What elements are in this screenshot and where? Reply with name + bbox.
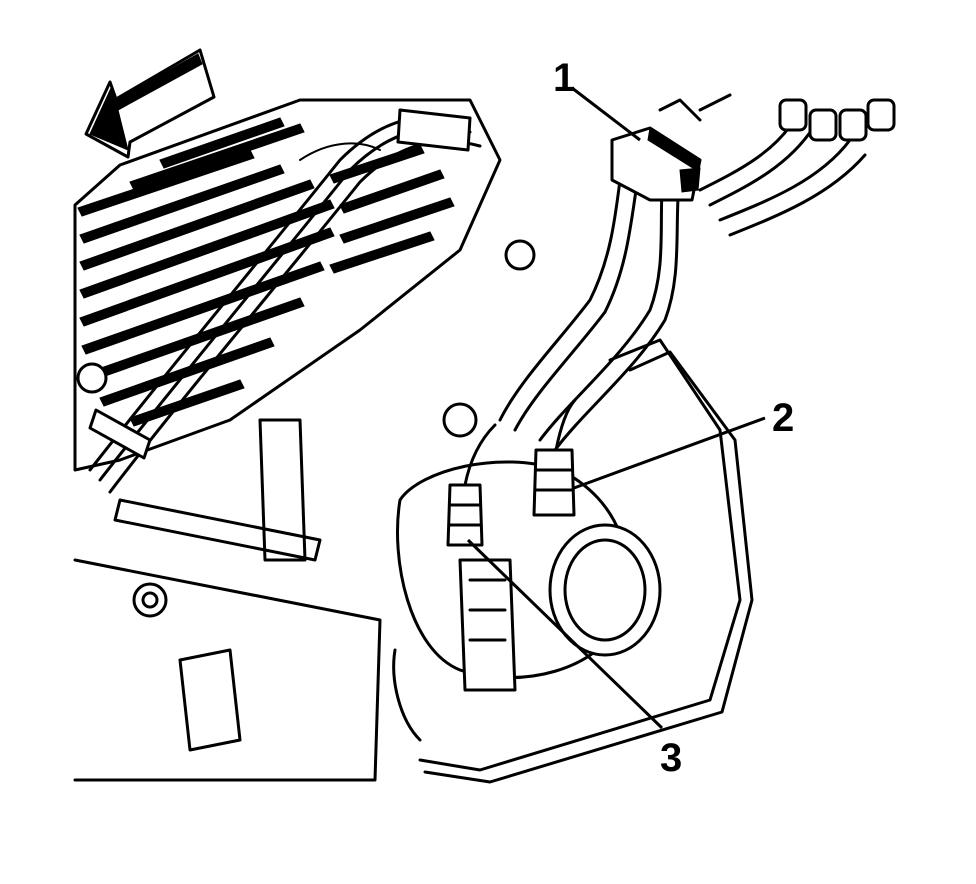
leader-line-1 (572, 88, 640, 140)
front-direction-arrow (86, 50, 214, 157)
fuel-line-quick-connector (612, 128, 700, 200)
intake-manifold-cover (75, 100, 500, 470)
callout-3-label: 3 (660, 738, 682, 778)
callout-1-label: 1 (553, 58, 575, 98)
throttle-body (398, 462, 661, 690)
fuel-feed-lines (500, 180, 678, 450)
callout-2-label: 2 (772, 398, 794, 438)
fuel-line-fitting-right (534, 400, 575, 515)
